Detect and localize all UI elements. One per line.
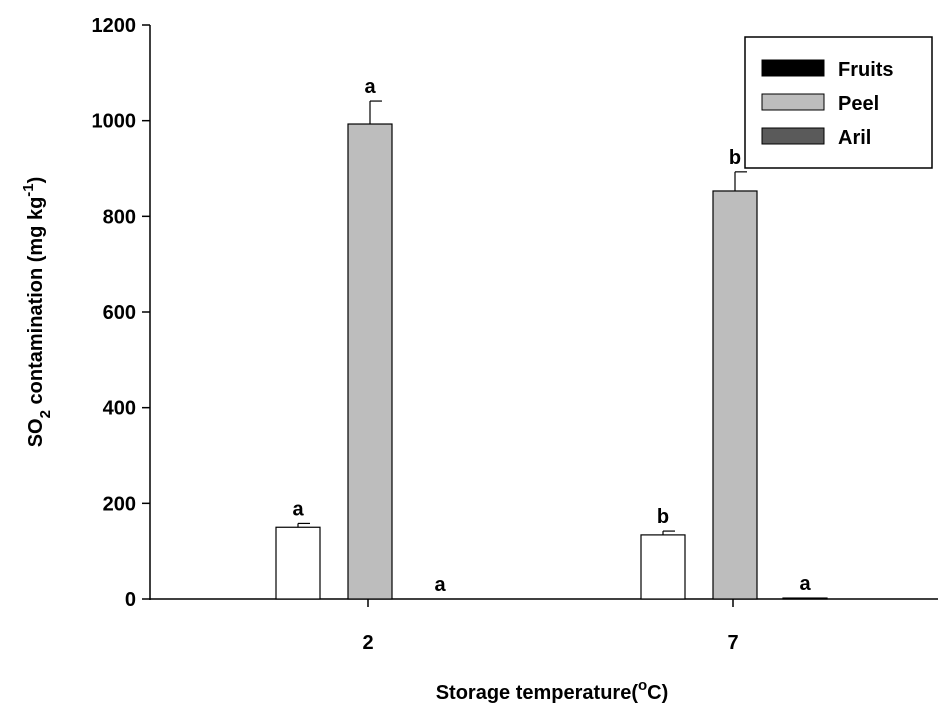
y-tick-label: 800 bbox=[103, 206, 136, 228]
x-tick-label: 2 bbox=[362, 632, 373, 654]
significance-letter: b bbox=[657, 506, 669, 528]
y-tick-label: 200 bbox=[103, 493, 136, 515]
y-tick-label: 600 bbox=[103, 302, 136, 324]
legend-label: Peel bbox=[838, 93, 879, 115]
significance-letter: a bbox=[292, 498, 304, 520]
legend-swatch bbox=[762, 60, 824, 76]
bar bbox=[348, 124, 392, 599]
bar bbox=[641, 535, 685, 599]
x-tick-label: 7 bbox=[727, 632, 738, 654]
significance-letter: a bbox=[434, 574, 446, 596]
y-tick-label: 400 bbox=[103, 398, 136, 420]
bar bbox=[713, 191, 757, 599]
significance-letter: a bbox=[364, 76, 376, 98]
legend-label: Fruits bbox=[838, 59, 894, 81]
legend-swatch bbox=[762, 94, 824, 110]
y-tick-label: 0 bbox=[125, 589, 136, 611]
legend-label: Aril bbox=[838, 127, 871, 149]
bar bbox=[276, 527, 320, 599]
significance-letter: a bbox=[799, 573, 811, 595]
legend-swatch bbox=[762, 128, 824, 144]
chart: SO2 contamination (mg kg-1) Storage temp… bbox=[0, 0, 941, 708]
significance-letter: b bbox=[729, 147, 741, 169]
bar bbox=[783, 598, 827, 599]
y-axis-label: SO2 contamination (mg kg-1) bbox=[20, 177, 54, 448]
y-tick-label: 1200 bbox=[92, 15, 137, 37]
x-axis-label: Storage temperature(oC) bbox=[436, 677, 669, 704]
y-tick-label: 1000 bbox=[92, 111, 137, 133]
